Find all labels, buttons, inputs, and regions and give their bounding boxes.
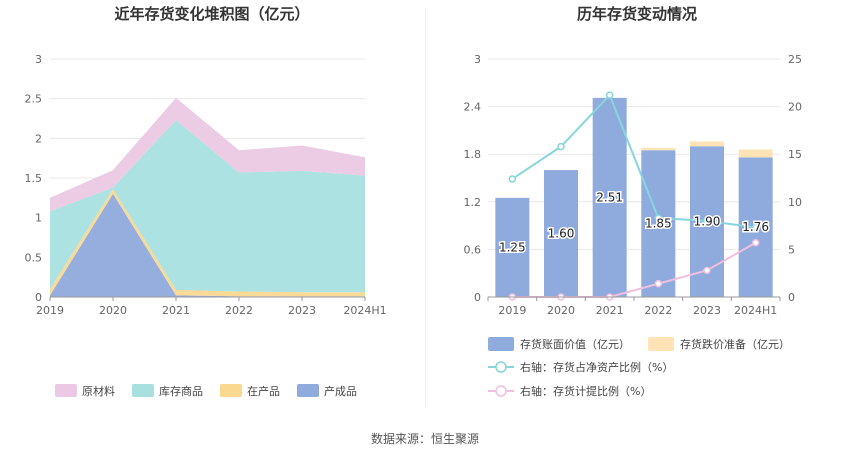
left-x-tick-label: 2023: [288, 304, 316, 317]
left-legend-label: 原材料: [82, 384, 115, 398]
left-legend-swatch: [220, 384, 242, 397]
right-x-tick-label: 2020: [547, 304, 575, 317]
bar-book-value: [592, 97, 627, 297]
right-x-tick-label: 2023: [693, 304, 721, 317]
right-legend-marker: [495, 361, 507, 373]
area-series-在产品: [50, 189, 365, 297]
right-legend-label: 存货账面价值（亿元）: [520, 337, 630, 351]
left-y-tick-label: 0: [35, 291, 42, 304]
left-y-tick-label: 1.5: [25, 172, 43, 185]
right-x-tick-label: 2022: [644, 304, 672, 317]
bar-book-value: [641, 150, 676, 297]
right-y2-tick-label: 10: [788, 196, 802, 209]
right-x-tick-label: 2024H1: [734, 304, 777, 317]
line-point: [605, 91, 614, 99]
left-x-tick-label: 2024H1: [343, 304, 386, 317]
right-y-tick-label: 0.6: [464, 243, 482, 256]
right-legend-label: 右轴：存货占净资产比例（%）: [520, 360, 673, 374]
left-legend-label: 库存商品: [159, 384, 203, 398]
bar-book-value: [544, 170, 578, 297]
inventory-stacked-area-chart: 近年存货变化堆积图（亿元） 0 0.5 1 1.5 2 2.5 3 2019 2020 2021 20…: [25, 5, 387, 398]
left-legend-label: 产成品: [324, 384, 357, 398]
right-y-tick-label: 1.8: [464, 148, 482, 161]
left-x-tick-label: 2020: [99, 304, 127, 317]
bar-impairment: [690, 141, 724, 147]
right-x-tick-label: 2019: [498, 304, 526, 317]
left-legend-swatch: [132, 384, 154, 397]
left-legend-label: 在产品: [247, 384, 280, 398]
bar-impairment: [641, 147, 676, 151]
right-legend-label: 右轴：存货计提比例（%）: [520, 384, 651, 398]
data-source-footer: 数据来源：恒生聚源: [370, 432, 479, 446]
line-point: [751, 223, 760, 232]
left-y-tick-label: 3: [35, 53, 42, 66]
left-x-tick-label: 2022: [225, 304, 253, 317]
bar-data-label: 1.85: [645, 217, 672, 231]
line-point: [508, 175, 517, 183]
right-y-tick-label: 0: [474, 291, 481, 304]
right-y2-tick-label: 20: [788, 101, 802, 114]
left-x-tick-label: 2021: [162, 304, 190, 317]
bar-data-label: 1.76: [742, 220, 769, 234]
left-y-tick-label: 0.5: [25, 251, 43, 264]
line-series-0: [511, 93, 756, 229]
right-y2-tick-label: 25: [788, 53, 802, 66]
bar-data-label: 1.60: [548, 227, 575, 241]
right-y-tick-label: 1.2: [464, 196, 482, 209]
right-legend-marker: [495, 385, 507, 397]
right-x-tick-label: 2021: [596, 304, 624, 317]
right-y2-tick-label: 15: [788, 148, 802, 161]
left-y-tick-label: 1: [35, 212, 42, 225]
right-y2-tick-label: 0: [788, 291, 795, 304]
line-point: [654, 214, 663, 222]
left-legend-swatch: [297, 384, 319, 397]
right-y-tick-label: 3: [474, 53, 481, 66]
line-point: [703, 266, 711, 275]
left-x-tick-label: 2019: [36, 304, 64, 317]
left-chart-title: 近年存货变化堆积图（亿元）: [114, 5, 309, 23]
right-y2-tick-label: 5: [788, 243, 795, 256]
line-point: [703, 217, 711, 225]
area-series-库存商品: [50, 120, 365, 293]
right-legend-swatch: [648, 337, 674, 351]
right-legend-label: 存货跌价准备（亿元）: [680, 337, 790, 351]
right-y-tick-label: 2.4: [464, 101, 482, 114]
right-chart-title: 历年存货变动情况: [577, 5, 697, 23]
left-y-tick-label: 2.5: [25, 93, 43, 106]
right-legend-swatch: [488, 337, 514, 351]
line-point: [654, 279, 663, 288]
bar-data-label: 2.51: [596, 190, 623, 204]
chart-divider: [425, 8, 426, 408]
bar-data-label: 1.90: [694, 215, 721, 229]
left-legend-swatch: [55, 384, 77, 397]
line-point: [751, 238, 760, 247]
area-series-产成品: [50, 193, 365, 297]
bar-book-value: [495, 197, 530, 297]
inventory-change-bar-chart: 历年存货变动情况 0 0.6 1.2 1.8 2.4 3 0 5 10 15 20 25 1.25 1.60…: [464, 5, 803, 398]
bar-data-label: 1.25: [499, 240, 526, 254]
left-y-tick-label: 2: [35, 132, 42, 145]
area-series-原材料: [50, 97, 365, 212]
line-point: [557, 142, 565, 151]
bar-impairment: [738, 149, 773, 158]
